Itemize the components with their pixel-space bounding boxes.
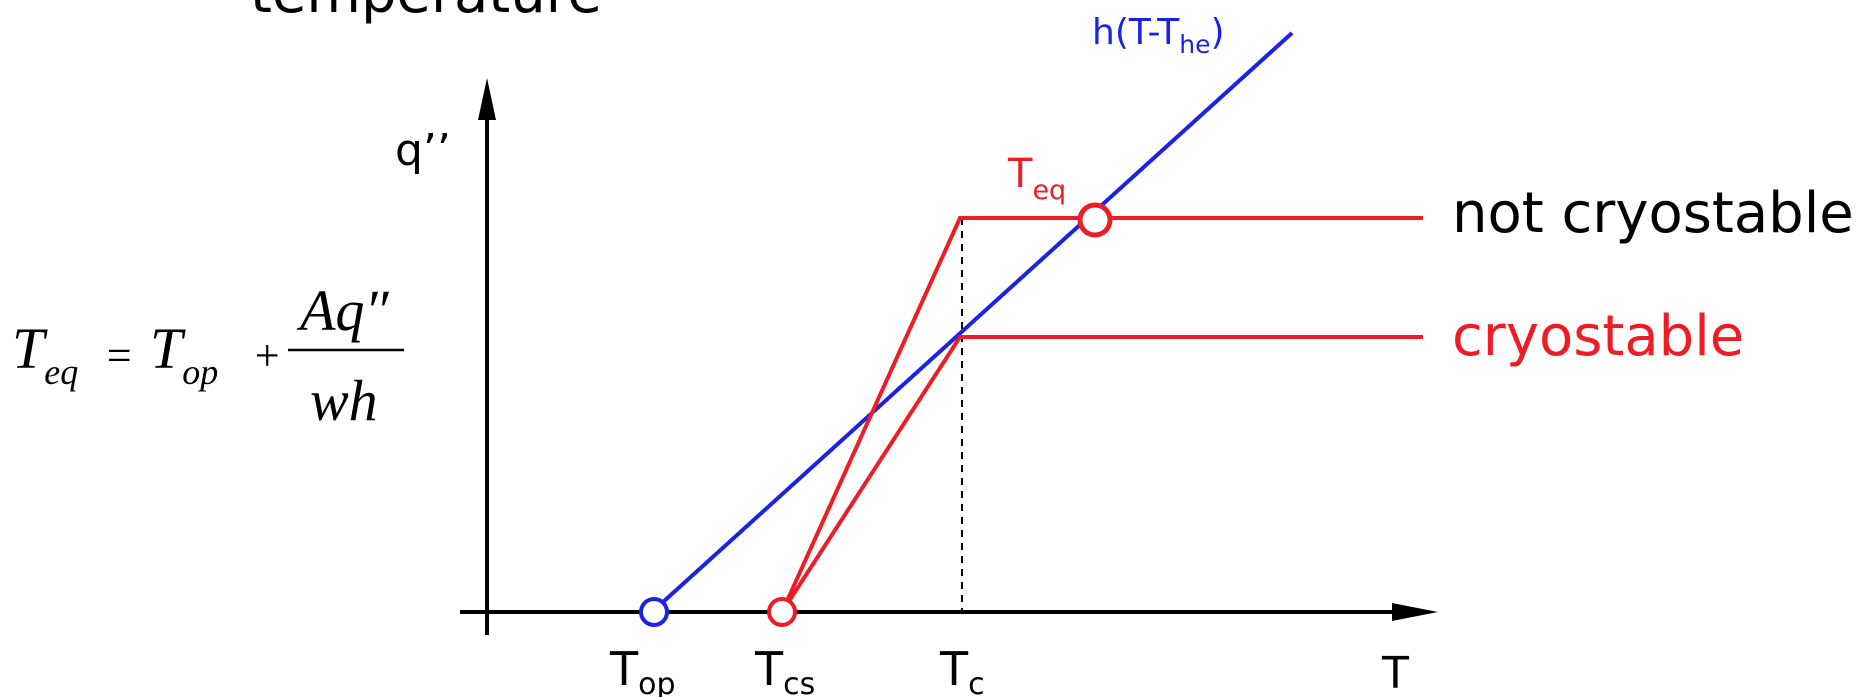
teq-equation: Teq = Top + Aq″ wh <box>12 278 404 433</box>
cooling-line-label: h(T-The) <box>1092 12 1225 59</box>
x-axis-arrow-icon <box>1392 603 1438 621</box>
equation-plus: + <box>252 331 282 380</box>
x-axis-label: T <box>1381 648 1409 697</box>
cryostable-curve <box>780 335 1423 614</box>
equation-denominator: wh <box>310 368 378 433</box>
top-point-marker <box>639 597 669 627</box>
equation-rhs-first: Top <box>150 316 218 392</box>
not-cryostable-curve <box>780 216 1423 613</box>
tick-top-label: Top <box>609 642 676 697</box>
not-cryostable-label: not cryostable <box>1452 181 1854 246</box>
cooling-line <box>650 31 1294 614</box>
y-axis-arrow-icon <box>478 78 496 120</box>
equation-equals: = <box>104 331 134 380</box>
equation-numerator: Aq″ <box>296 278 389 343</box>
tick-tc-label: Tc <box>939 642 985 697</box>
tcs-point-marker <box>767 597 797 627</box>
teq-point-marker <box>1077 202 1113 238</box>
tick-tcs-label: Tcs <box>754 642 815 697</box>
y-axis-label: q’’ <box>395 125 451 176</box>
teq-label: Teq <box>1007 151 1066 206</box>
slide-title-fragment: temperature <box>250 0 602 26</box>
equation-lhs: Teq <box>12 316 78 392</box>
cryostable-label: cryostable <box>1452 304 1744 369</box>
